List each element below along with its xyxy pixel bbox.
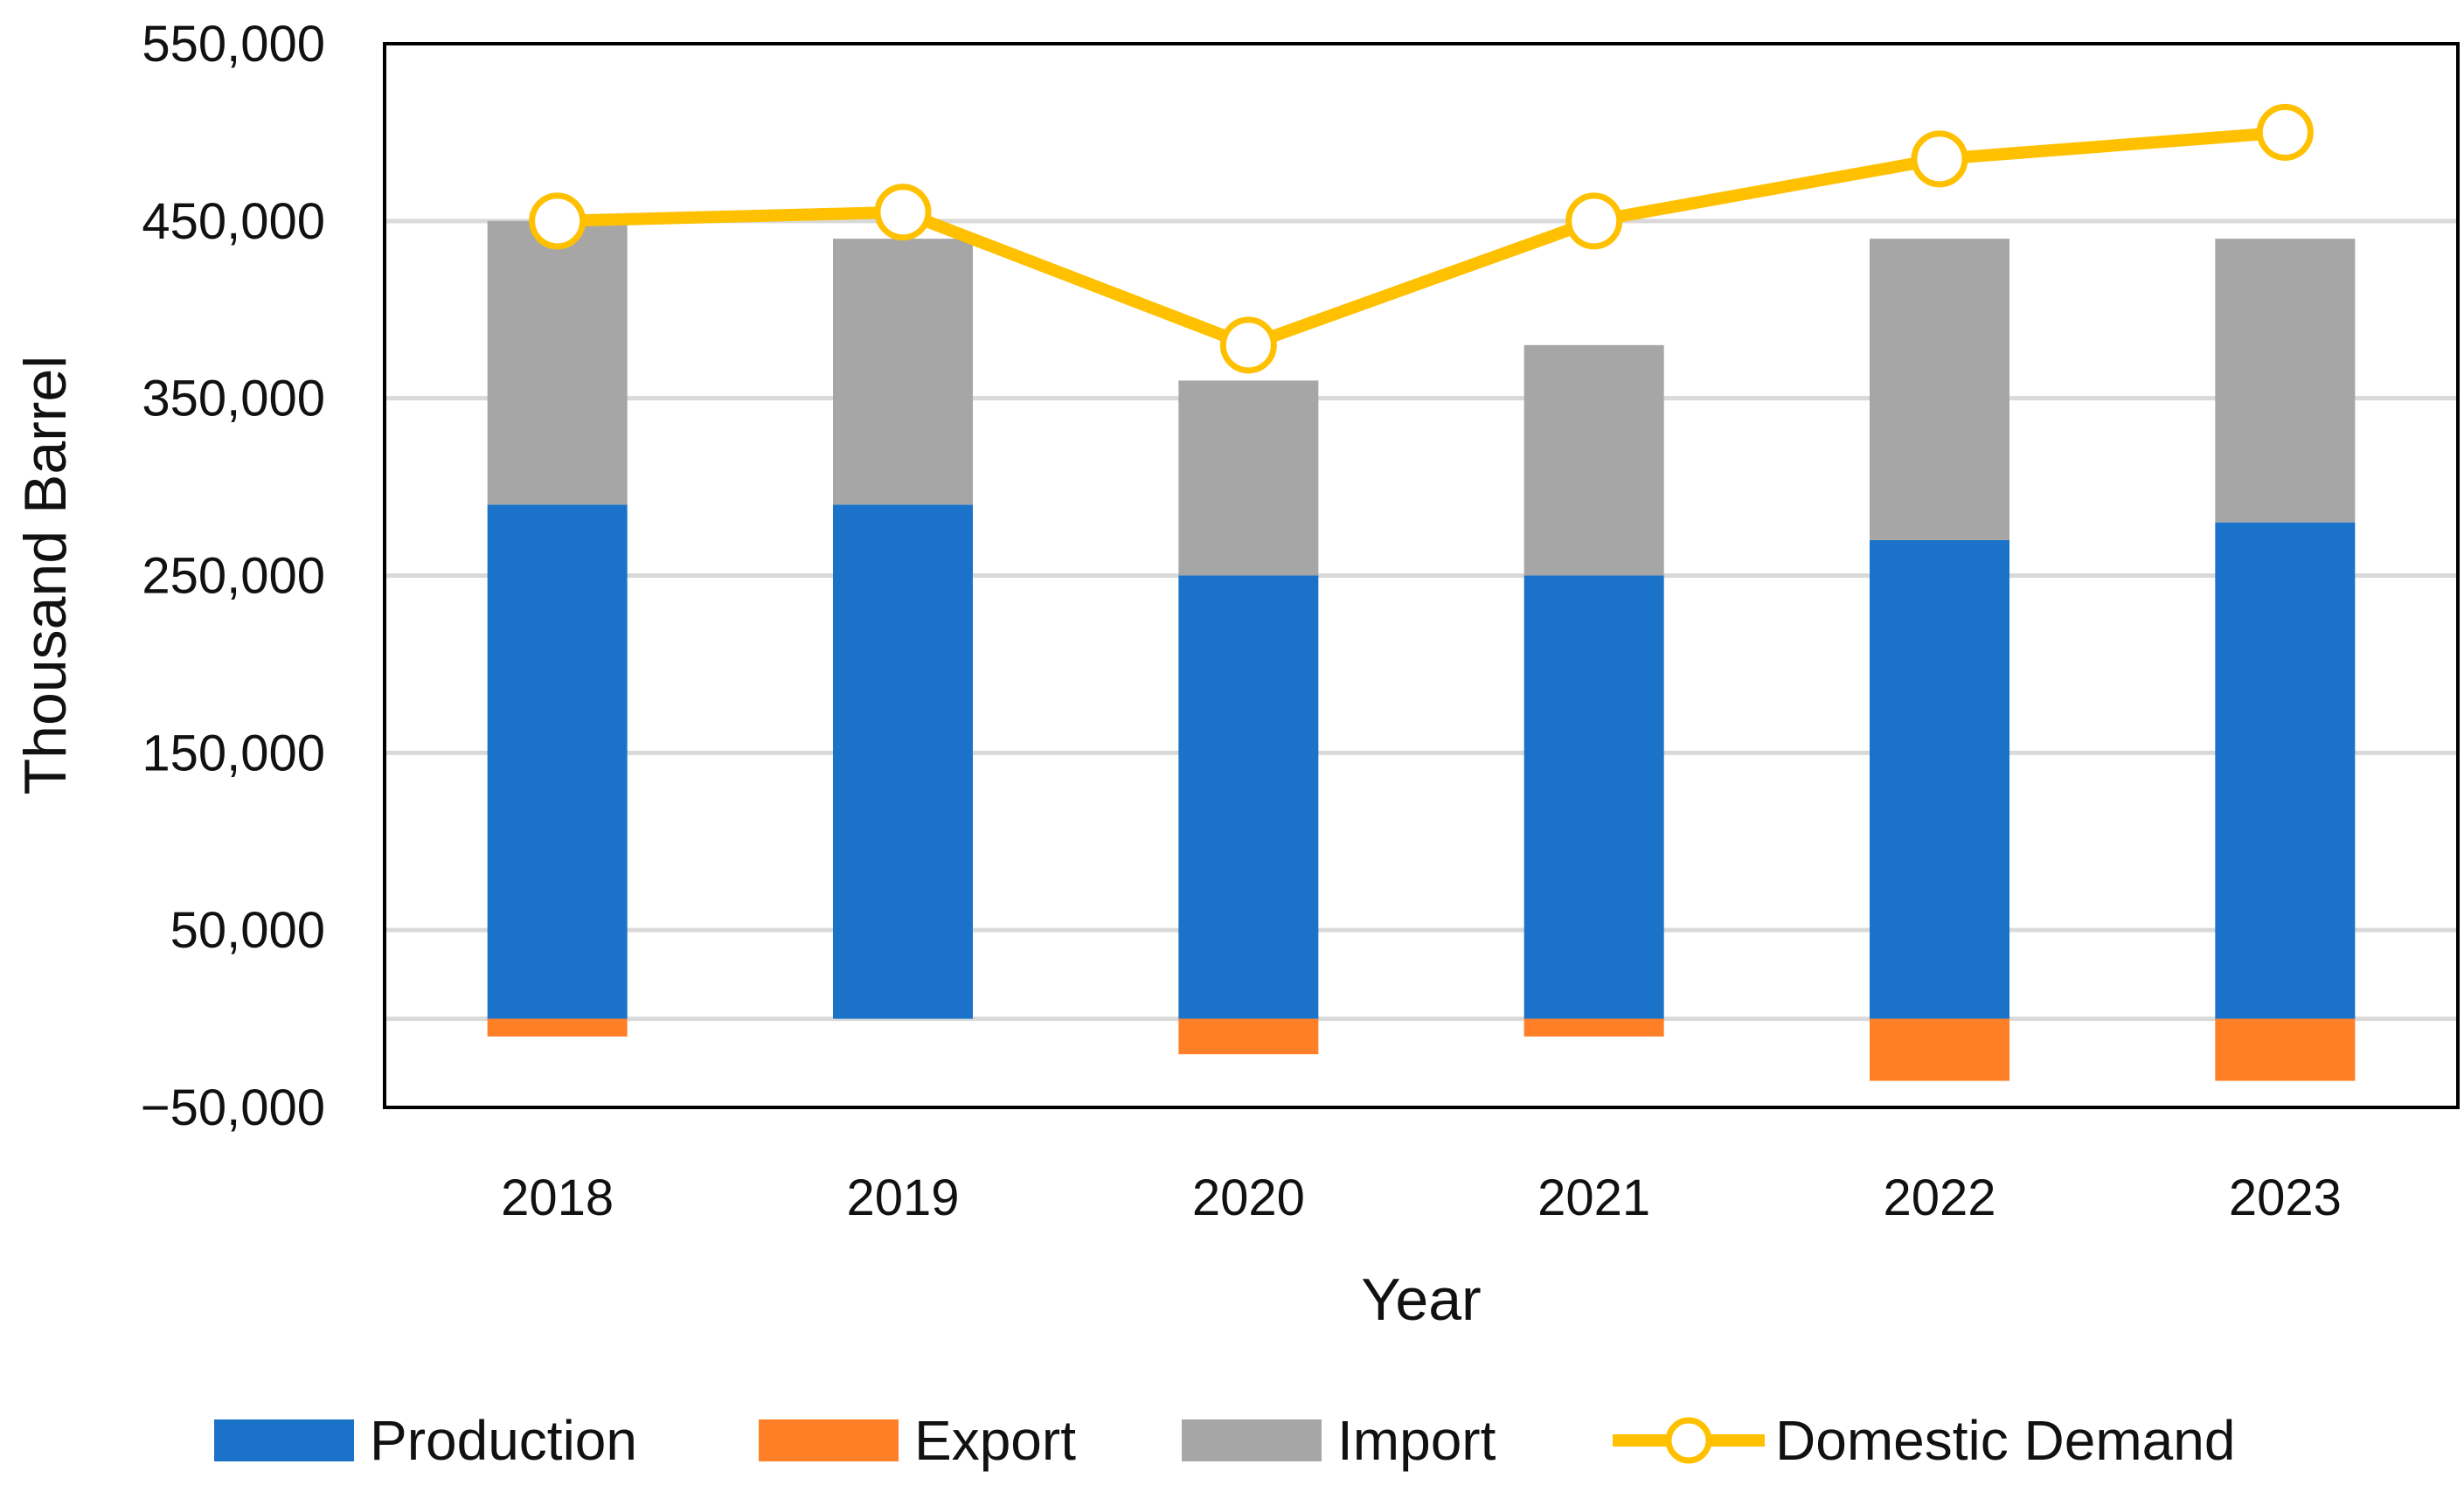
legend-label-export: Export (914, 1409, 1076, 1472)
y-tick-label: 450,000 (142, 193, 325, 250)
domestic-demand-line-group (529, 103, 2314, 374)
bar-export-2021 (1524, 1018, 1664, 1037)
point-domestic-demand-2021 (1565, 192, 1623, 250)
legend-swatch-import (1182, 1419, 1322, 1461)
y-axis-title: Thousand Barrel (12, 356, 79, 795)
y-tick-labels: −50,000 50,000 150,000 250,000 350,000 450,00… (141, 16, 325, 1136)
x-tick-label: 2022 (1883, 1169, 1995, 1226)
bar-import-2019 (833, 239, 973, 505)
bar-import-2021 (1524, 344, 1664, 576)
bar-production-2018 (487, 504, 628, 1019)
x-tick-label: 2023 (2229, 1169, 2342, 1226)
x-tick-label: 2021 (1537, 1169, 1650, 1226)
gridlines (385, 219, 2458, 1022)
bar-import-2020 (1178, 380, 1319, 576)
legend-label-import: Import (1337, 1409, 1496, 1472)
bar-production-2020 (1178, 575, 1319, 1019)
bar-production-2023 (2215, 522, 2356, 1019)
bar-export-2022 (1870, 1018, 2009, 1081)
x-tick-label: 2018 (501, 1169, 614, 1226)
legend-label-domestic-demand: Domestic Demand (1775, 1409, 2235, 1472)
bar-production-2022 (1870, 539, 2009, 1019)
y-tick-label: 150,000 (142, 725, 325, 781)
bar-import-2018 (487, 220, 628, 505)
point-domestic-demand-2019 (874, 184, 932, 241)
bar-import-2023 (2215, 239, 2356, 523)
plot-area-frame (383, 42, 2460, 1109)
y-tick-label: 50,000 (170, 902, 325, 959)
x-axis-title: Year (1361, 1266, 1481, 1333)
legend-swatch-production (214, 1419, 354, 1461)
y-tick-label: 550,000 (142, 16, 325, 73)
legend-swatch-export (759, 1419, 899, 1461)
y-tick-label: 250,000 (142, 548, 325, 605)
x-tick-label: 2020 (1192, 1169, 1305, 1226)
bar-production-2021 (1524, 575, 1664, 1019)
y-tick-label: −50,000 (141, 1079, 325, 1136)
point-domestic-demand-2022 (1911, 130, 1968, 188)
x-tick-labels: 2018 2019 2020 2021 2022 2023 (501, 1169, 2342, 1226)
bars (487, 220, 2356, 1081)
bar-production-2019 (833, 504, 973, 1019)
point-domestic-demand-2020 (1219, 316, 1277, 374)
bar-export-2020 (1178, 1018, 1319, 1055)
y-tick-label: 350,000 (142, 371, 325, 427)
bar-export-2023 (2215, 1018, 2356, 1081)
bar-import-2022 (1870, 239, 2009, 540)
legend: Production Export Import Domestic Demand (214, 1409, 2235, 1472)
point-domestic-demand-2018 (529, 192, 587, 250)
legend-label-production: Production (370, 1409, 637, 1472)
bar-export-2018 (487, 1018, 628, 1037)
point-domestic-demand-2023 (2256, 103, 2314, 161)
line-domestic-demand (557, 126, 2286, 351)
x-tick-label: 2019 (846, 1169, 959, 1226)
legend-marker-domestic-demand (1665, 1417, 1712, 1464)
